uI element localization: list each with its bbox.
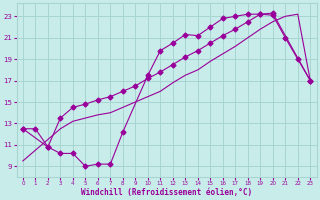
X-axis label: Windchill (Refroidissement éolien,°C): Windchill (Refroidissement éolien,°C) <box>81 188 252 197</box>
